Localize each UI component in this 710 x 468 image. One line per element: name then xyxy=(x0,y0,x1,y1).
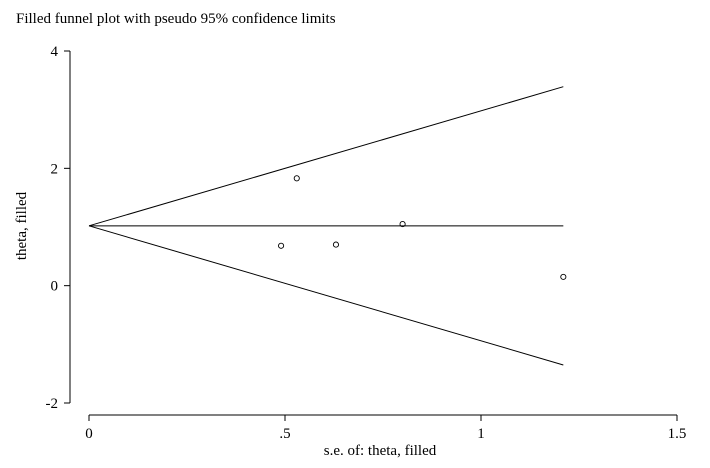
y-tick-label: 0 xyxy=(51,279,59,295)
study-point xyxy=(278,242,285,249)
y-tick-label: 4 xyxy=(51,44,59,60)
y-tick-label: -2 xyxy=(46,396,59,412)
axes: -2 0 2 4 0 .5 1 1.5 xyxy=(46,44,687,442)
y-axis-label: theta, filled xyxy=(14,191,30,260)
data-points xyxy=(278,175,567,280)
study-point xyxy=(560,273,567,280)
study-point xyxy=(399,221,406,228)
funnel-lines xyxy=(88,86,564,366)
lower-confidence-limit xyxy=(88,225,564,366)
x-tick-label: .5 xyxy=(279,426,290,442)
upper-confidence-limit xyxy=(88,86,564,227)
x-tick-label: 1 xyxy=(477,426,485,442)
chart-title: Filled funnel plot with pseudo 95% confi… xyxy=(16,11,336,27)
x-tick-label: 0 xyxy=(85,426,93,442)
x-axis-label: s.e. of: theta, filled xyxy=(324,443,437,459)
x-tick-label: 1.5 xyxy=(668,426,687,442)
y-tick-label: 2 xyxy=(51,161,59,177)
study-point xyxy=(332,241,340,248)
study-point xyxy=(293,175,300,182)
